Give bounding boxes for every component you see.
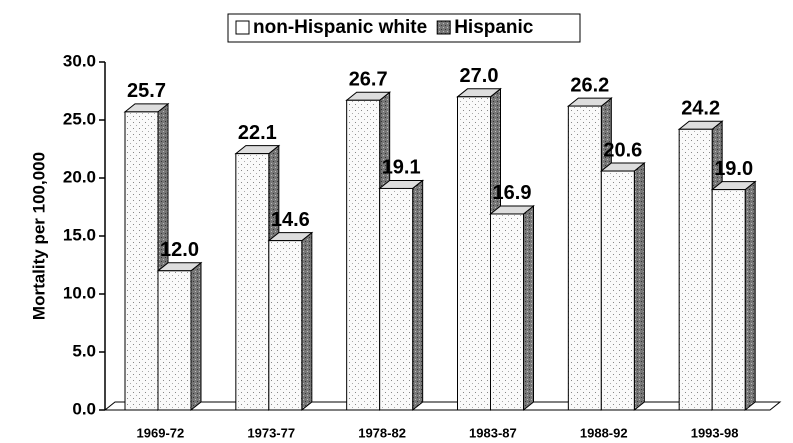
bar-side — [744, 180, 756, 412]
x-tick-label: 1993-98 — [691, 425, 739, 440]
value-label: 16.9 — [493, 182, 532, 204]
value-label: 19.0 — [714, 158, 753, 180]
value-label: 14.6 — [271, 209, 310, 231]
value-label: 26.7 — [349, 69, 388, 91]
y-tick-label: 25.0 — [63, 109, 96, 128]
value-label: 24.2 — [681, 98, 720, 120]
value-label: 26.2 — [570, 74, 609, 96]
y-tick-label: 15.0 — [63, 225, 96, 244]
x-tick-label: 1983-87 — [469, 425, 517, 440]
x-tick-label: 1969-72 — [137, 425, 185, 440]
bar-side — [412, 179, 424, 412]
bar — [490, 213, 524, 411]
bar — [678, 128, 713, 411]
x-tick-label: 1973-77 — [247, 425, 295, 440]
bar — [457, 96, 491, 411]
value-label: 19.1 — [382, 157, 421, 179]
legend-swatch — [436, 20, 451, 35]
bar — [711, 189, 746, 411]
y-axis-label: Mortality per 100,000 — [29, 152, 48, 320]
bar — [567, 105, 602, 411]
legend-label: non-Hispanic white — [253, 17, 427, 38]
bar — [124, 111, 159, 411]
bar-side — [523, 204, 534, 412]
y-tick-label: 0.0 — [72, 399, 96, 418]
bar-side — [301, 231, 313, 412]
y-tick-label: 5.0 — [72, 341, 96, 360]
bar — [346, 99, 381, 411]
y-tick-label: 10.0 — [63, 283, 96, 302]
legend-swatch — [235, 20, 250, 35]
legend-label: Hispanic — [454, 17, 534, 38]
bar — [268, 240, 303, 411]
bar-side — [633, 161, 645, 412]
value-label: 20.6 — [603, 139, 642, 161]
legend: non-Hispanic white Hispanic — [227, 13, 581, 43]
legend-frame — [227, 13, 581, 43]
y-tick-label: 20.0 — [63, 167, 96, 186]
value-label: 12.0 — [160, 239, 199, 261]
y-tick-label: 30.0 — [63, 51, 96, 70]
value-label: 27.0 — [460, 65, 499, 87]
bar-side — [190, 261, 202, 412]
x-tick-label: 1978-82 — [358, 425, 406, 440]
bar — [600, 170, 635, 411]
value-label: 22.1 — [238, 122, 277, 144]
value-label: 25.7 — [127, 80, 166, 102]
bar — [235, 153, 270, 411]
x-tick-label: 1988-92 — [580, 425, 628, 440]
bar — [157, 270, 192, 411]
bar — [379, 187, 414, 411]
